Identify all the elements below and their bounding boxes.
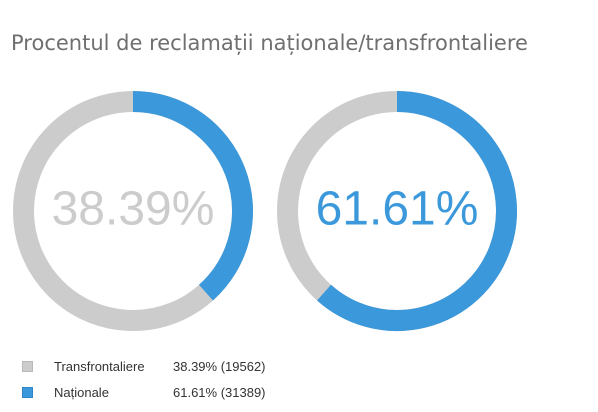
donut-arc [317,91,517,331]
donut-transfrontaliere: 38.39% [13,91,253,331]
donut-label: 38.39% [52,183,215,236]
legend-value: 38.39% (19562) [173,359,266,374]
legend-label: Transfrontaliere [54,359,145,374]
chart-title: Procentul de reclamații naționale/transf… [11,31,528,55]
legend-value: 61.61% (31389) [173,385,266,400]
legend-swatch [22,387,33,398]
donut-arc [132,91,253,301]
donut-nationale: 61.61% [277,91,517,331]
legend-label: Naționale [54,385,109,400]
donut-label: 61.61% [316,183,479,236]
legend-swatch [22,361,33,372]
